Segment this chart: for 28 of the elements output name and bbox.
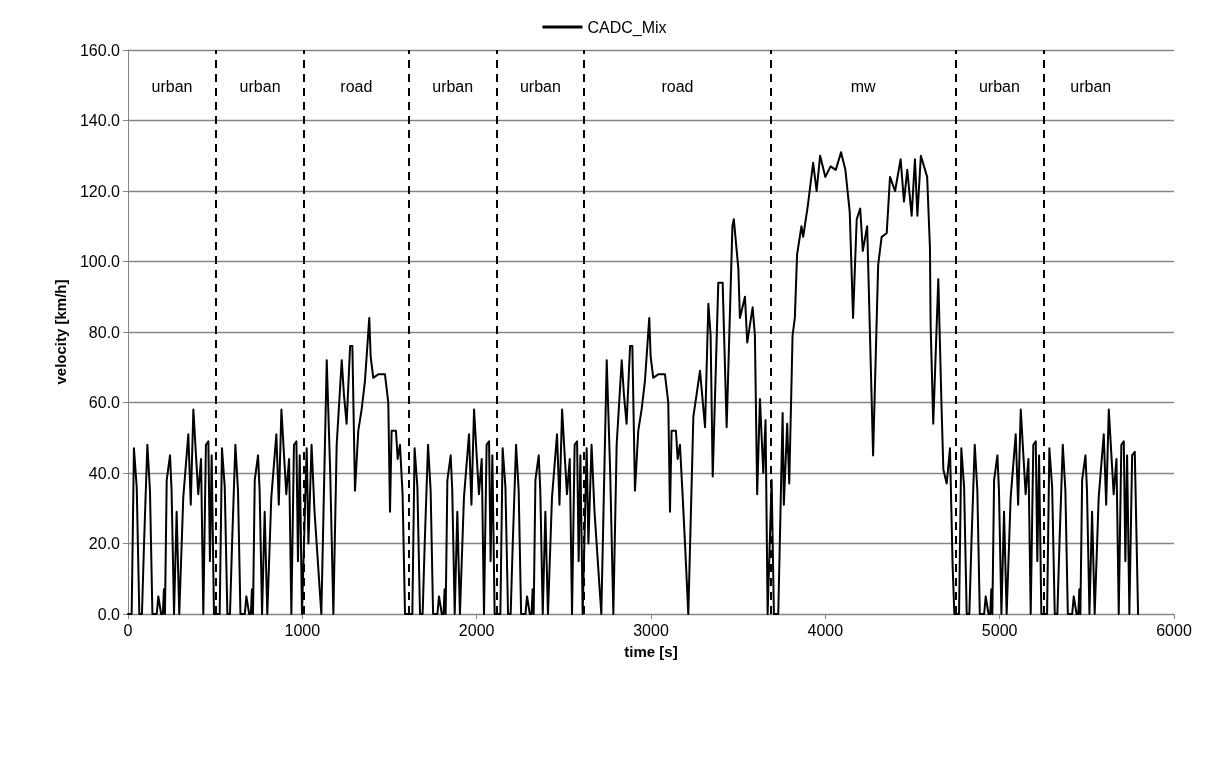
annotation: urban bbox=[151, 77, 193, 95]
annotation: urban bbox=[1070, 77, 1112, 95]
x-tick-label: 3000 bbox=[633, 621, 669, 639]
annotation: urban bbox=[519, 77, 561, 95]
y-tick-label: 120.0 bbox=[79, 182, 121, 200]
annotation: mw bbox=[850, 77, 877, 95]
annotation: urban bbox=[978, 77, 1020, 95]
legend-label: CADC_Mix bbox=[587, 18, 667, 37]
y-tick-label: 100.0 bbox=[79, 253, 121, 270]
x-tick-label: 6000 bbox=[1156, 621, 1192, 639]
x-tick-label: 1000 bbox=[284, 621, 321, 639]
y-tick-label: 80.0 bbox=[88, 323, 121, 341]
y-tick-label: 160.0 bbox=[79, 41, 121, 59]
x-tick-label: 4000 bbox=[807, 621, 844, 639]
x-tick-label: 5000 bbox=[981, 621, 1018, 639]
annotation: urban bbox=[432, 77, 474, 95]
y-tick-label: 20.0 bbox=[88, 535, 121, 552]
annotation: road bbox=[661, 77, 694, 95]
x-tick-label: 2000 bbox=[458, 621, 495, 639]
y-tick-label: 140.0 bbox=[79, 112, 121, 129]
y-tick-label: 0.0 bbox=[97, 605, 121, 623]
y-tick-label: 60.0 bbox=[88, 394, 121, 411]
x-tick-label: 0 bbox=[123, 621, 133, 639]
x-axis-title: time [s] bbox=[624, 643, 678, 660]
y-axis-title: velocity [km/h] bbox=[52, 279, 69, 385]
y-tick-label: 40.0 bbox=[88, 464, 121, 482]
annotation: urban bbox=[239, 77, 281, 95]
annotation: road bbox=[340, 77, 373, 95]
